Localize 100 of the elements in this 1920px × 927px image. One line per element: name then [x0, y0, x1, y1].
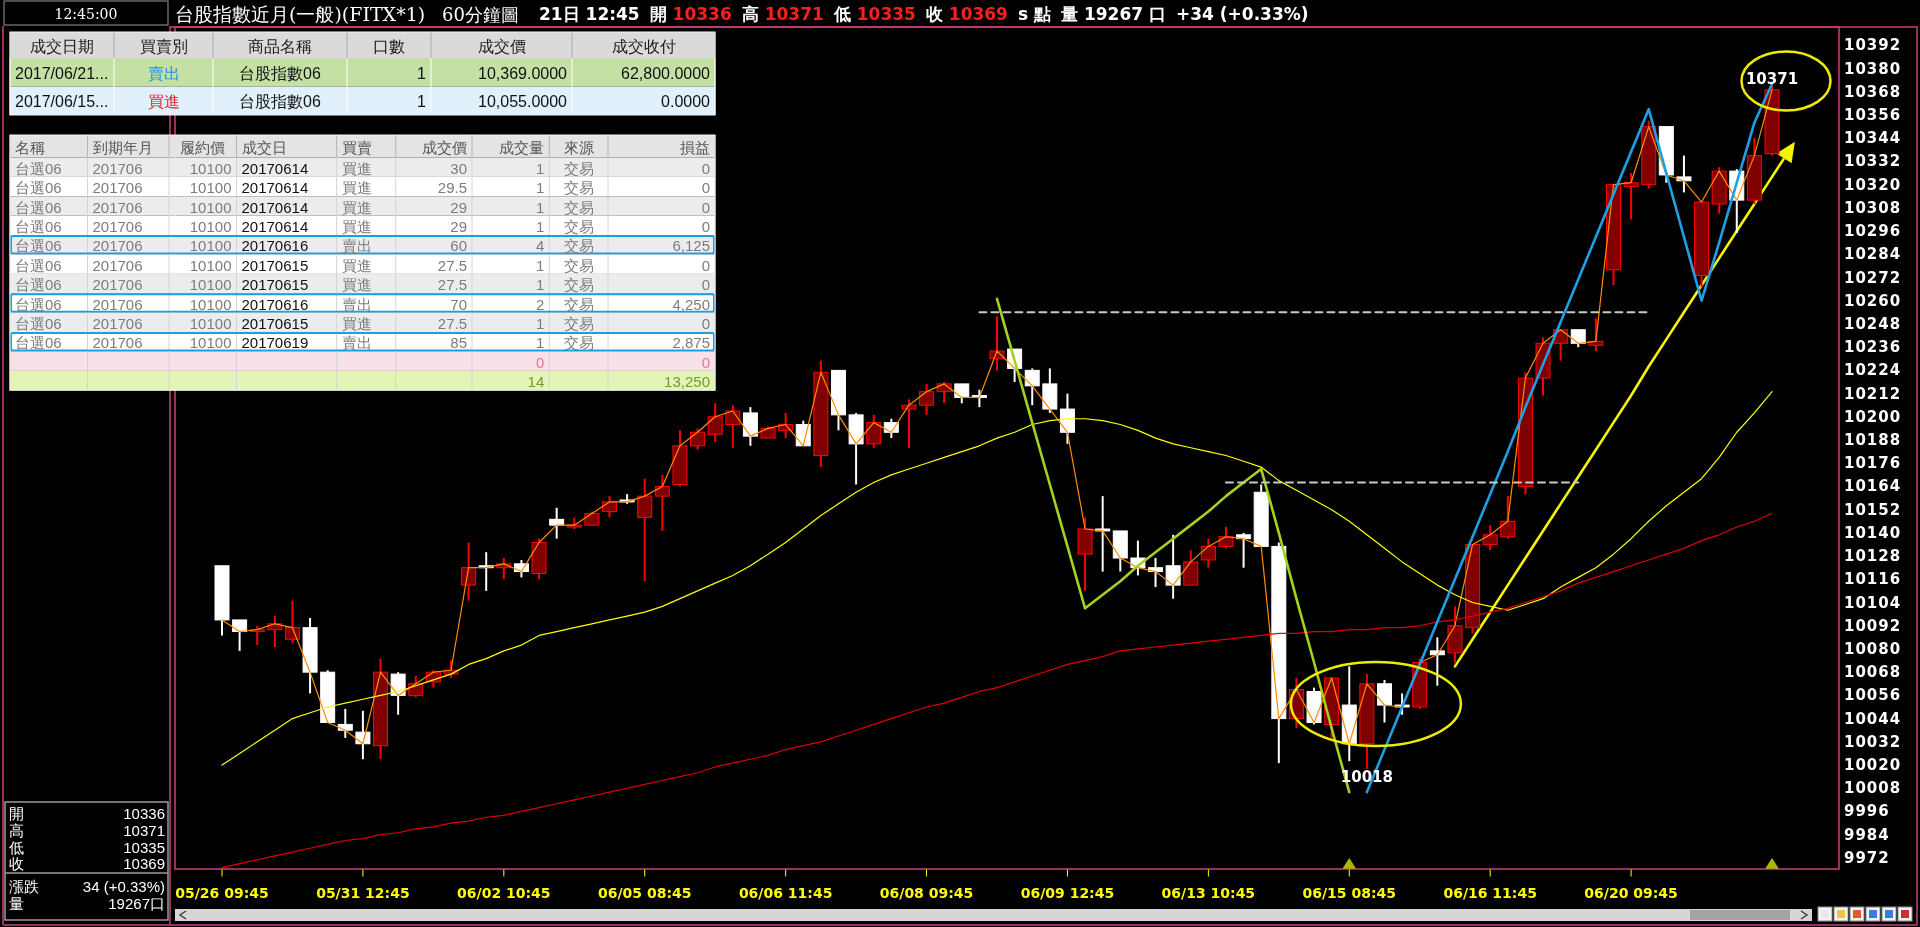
- text: 台股指數06: [239, 64, 321, 82]
- category-label: 買賣別: [139, 37, 188, 55]
- y-tick-label: 10008: [1844, 779, 1902, 798]
- x-tick-label: 06/16 11:45: [1443, 885, 1537, 901]
- y-tick-label: 10260: [1844, 291, 1902, 310]
- text: 2: [535, 295, 545, 313]
- text: 買進: [341, 256, 372, 274]
- y-tick-label: 10224: [1844, 361, 1902, 380]
- y-tick-label: 10188: [1844, 431, 1902, 450]
- text: 10100: [189, 295, 232, 313]
- text: 2017/06/15...: [15, 93, 109, 111]
- category-label: 成交量: [499, 138, 545, 156]
- text: 29: [450, 217, 467, 235]
- x-tick-label: 06/02 10:45: [457, 885, 551, 901]
- text: 201706: [92, 159, 143, 177]
- text: 70: [450, 295, 467, 313]
- text: 買進: [341, 159, 372, 177]
- category-label: 買賣: [341, 138, 372, 156]
- text: 賣出: [341, 237, 372, 255]
- text: 0: [701, 217, 710, 235]
- text: 13,250: [664, 373, 710, 391]
- text: 0: [701, 179, 710, 197]
- text: 20170615: [241, 314, 309, 332]
- text: 0: [701, 353, 710, 371]
- y-tick-label: 10044: [1844, 709, 1902, 728]
- text: 27.5: [437, 314, 467, 332]
- y-tick-label: 10140: [1844, 523, 1902, 542]
- text: 201706: [92, 295, 143, 313]
- text: 買進: [341, 198, 372, 216]
- text: 201706: [92, 256, 143, 274]
- annotation: 10371: [1745, 69, 1799, 88]
- y-tick-label: 10308: [1844, 198, 1902, 217]
- text: 台選06: [15, 179, 62, 197]
- text: 1: [417, 64, 426, 82]
- text: 10100: [189, 276, 232, 294]
- y-tick-label: 10272: [1844, 268, 1902, 287]
- text: 交易: [563, 159, 594, 177]
- text: 台選06: [15, 159, 62, 177]
- category-label: 商品名稱: [248, 37, 312, 55]
- y-tick-label: 10248: [1844, 314, 1902, 333]
- text: 10100: [189, 217, 232, 235]
- text: 賣出: [341, 295, 372, 313]
- text: 10100: [189, 198, 232, 216]
- category-label: 成交價: [477, 37, 526, 55]
- y-tick-label: 9984: [1844, 825, 1890, 844]
- x-tick-label: 06/20 09:45: [1584, 885, 1678, 901]
- text: 20170614: [241, 198, 309, 216]
- text: 賣出: [147, 64, 180, 82]
- text: 10,369.0000: [478, 64, 567, 82]
- text: 交易: [563, 295, 594, 313]
- text: 1: [535, 334, 545, 352]
- y-tick-label: 9972: [1844, 848, 1890, 867]
- text: 20170614: [241, 159, 309, 177]
- x-tick-label: 06/06 11:45: [738, 885, 833, 901]
- y-tick-label: 10056: [1844, 686, 1902, 705]
- text: 交易: [563, 256, 594, 274]
- y-tick-label: 10368: [1844, 82, 1902, 101]
- text: 1: [535, 217, 545, 235]
- text: 10100: [189, 334, 232, 352]
- y-tick-label: 10212: [1844, 384, 1902, 403]
- y-tick-label: 10356: [1844, 105, 1902, 124]
- text: 20170614: [241, 179, 309, 197]
- chart-title: 台股指數近月(一般)(FITX*1): [175, 3, 426, 25]
- text: 201706: [92, 237, 143, 255]
- category-label: 口數: [373, 37, 405, 55]
- text: 台選06: [15, 295, 62, 313]
- text: 1: [535, 159, 545, 177]
- text: 62,800.0000: [621, 64, 710, 82]
- y-tick-label: 10080: [1844, 639, 1902, 658]
- text: 賣出: [341, 334, 372, 352]
- x-tick-label: 06/05 08:45: [597, 885, 692, 901]
- text: 0: [701, 198, 710, 216]
- text: 201706: [92, 198, 143, 216]
- text: 買進: [341, 314, 372, 332]
- x-tick-label: 05/26 09:45: [175, 885, 269, 901]
- category-label: 成交日期: [30, 37, 94, 55]
- text: 台股指數06: [239, 93, 321, 111]
- text: 1: [535, 256, 545, 274]
- chart-subtitle: 60分鐘圖: [442, 3, 519, 25]
- y-tick-label: 10104: [1844, 593, 1902, 612]
- text: 6,125: [672, 237, 710, 255]
- y-tick-label: 10116: [1844, 570, 1902, 589]
- category-label: 成交日: [241, 138, 287, 156]
- y-tick-label: 10176: [1844, 454, 1902, 473]
- x-tick-label: 05/31 12:45: [316, 885, 410, 901]
- text: 10100: [189, 159, 232, 177]
- y-tick-label: 10320: [1844, 175, 1902, 194]
- text: 10100: [189, 256, 232, 274]
- text: 1: [417, 93, 426, 111]
- category-label: 到期年月: [92, 138, 153, 156]
- text: 10,055.0000: [478, 93, 567, 111]
- text: 201706: [92, 334, 143, 352]
- text: 4: [535, 237, 545, 255]
- text: 201706: [92, 314, 143, 332]
- text: 0: [535, 353, 545, 371]
- text: 台選06: [15, 276, 62, 294]
- text: 27.5: [437, 256, 467, 274]
- y-tick-label: 10020: [1844, 756, 1902, 775]
- text: 交易: [563, 314, 594, 332]
- text: 1: [535, 276, 545, 294]
